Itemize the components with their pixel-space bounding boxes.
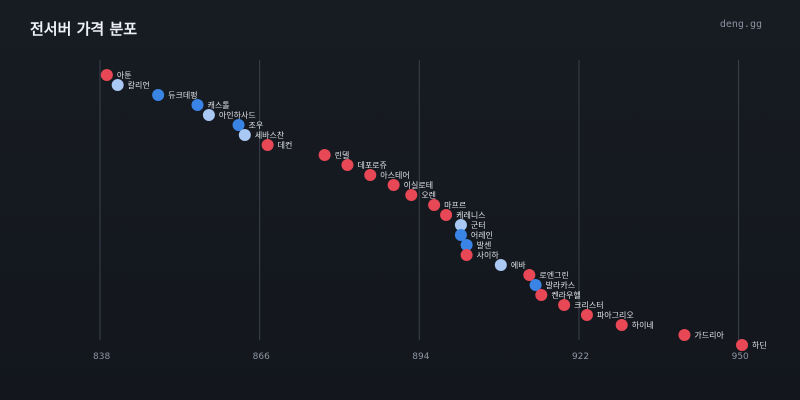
x-tick-label: 866 (253, 352, 270, 362)
data-point-marker[interactable] (405, 189, 418, 201)
data-point-marker[interactable] (535, 289, 548, 301)
data-point-marker[interactable] (387, 179, 400, 191)
data-point-label: 어레인 (471, 230, 493, 240)
data-point-marker[interactable] (428, 199, 441, 211)
data-point-marker[interactable] (454, 229, 467, 241)
data-point-marker[interactable] (460, 239, 473, 251)
data-point-label: 조우 (249, 121, 264, 130)
data-point-label: 칼리언 (128, 80, 150, 90)
data-point-marker[interactable] (111, 79, 124, 91)
x-tick-label: 950 (732, 352, 749, 362)
data-point[interactable]: 아툰 (100, 69, 132, 81)
data-point[interactable]: 린델 (318, 149, 350, 161)
data-point[interactable]: 켄라우헬 (535, 289, 581, 301)
data-point[interactable]: 캐스톨 (191, 99, 230, 111)
x-axis-ticks: 838 866 894 922 950 (93, 352, 749, 362)
data-point-marker[interactable] (232, 119, 245, 131)
data-point-marker[interactable] (529, 279, 542, 291)
data-point-marker[interactable] (454, 219, 467, 231)
data-point-label: 파아그리오 (597, 310, 634, 320)
data-point[interactable]: 가드리아 (678, 329, 725, 341)
data-point-marker[interactable] (440, 209, 453, 221)
data-point[interactable]: 발센 (460, 239, 492, 251)
data-point-label: 듀크데펑 (168, 90, 197, 100)
data-point-label: 크리스터 (574, 301, 603, 310)
data-point-label: 발센 (477, 240, 492, 250)
brand-label[interactable]: deng.gg (719, 19, 762, 30)
data-point-marker[interactable] (191, 99, 204, 111)
data-point-marker[interactable] (460, 249, 473, 261)
data-point-label: 이실로테 (404, 180, 433, 190)
data-point-marker[interactable] (558, 299, 571, 311)
data-point-marker[interactable] (678, 329, 691, 341)
data-point-marker[interactable] (100, 69, 113, 81)
data-point[interactable]: 아스테어 (364, 169, 410, 181)
data-point-label: 켄라우헬 (551, 290, 580, 300)
data-point[interactable]: 듀크데펑 (152, 89, 198, 101)
data-point[interactable]: 데포로쥬 (341, 159, 387, 171)
data-point[interactable]: 케레니스 (440, 209, 486, 221)
data-point-label: 데포로쥬 (357, 161, 386, 170)
data-point[interactable]: 세바스찬 (238, 129, 285, 141)
x-tick-label: 922 (572, 352, 589, 362)
grid-layer (99, 60, 740, 340)
data-point-label: 에바 (511, 260, 526, 270)
data-point-label: 캐스톨 (208, 101, 230, 110)
data-point[interactable]: 사이하 (460, 249, 500, 261)
data-point-marker[interactable] (615, 319, 628, 331)
data-point-marker[interactable] (152, 89, 165, 101)
data-point[interactable]: 에바 (494, 259, 526, 271)
data-point-marker[interactable] (494, 259, 507, 271)
data-point-label: 린델 (335, 150, 350, 160)
data-point[interactable]: 마프르 (428, 199, 466, 211)
data-point-label: 오렌 (421, 190, 436, 200)
data-point-label: 군터 (471, 221, 486, 230)
data-point[interactable]: 로엔그린 (523, 269, 569, 281)
data-point[interactable]: 발라카스 (529, 279, 575, 291)
data-point-marker[interactable] (261, 139, 274, 151)
data-point-marker[interactable] (318, 149, 331, 161)
data-point-label: 아스테어 (380, 170, 409, 180)
data-point-label: 하딘 (752, 340, 767, 350)
data-point-label: 세바스찬 (255, 130, 285, 140)
data-point[interactable]: 하딘 (736, 339, 767, 351)
data-point-marker[interactable] (580, 309, 593, 321)
data-points: 아툰칼리언듀크데펑캐스톨아인하사드조우세바스찬데컨린델데포로쥬아스테어이실로테오… (100, 69, 767, 351)
data-point[interactable]: 군터 (454, 219, 486, 231)
data-point-label: 사이하 (477, 250, 500, 260)
data-point[interactable]: 아인하사드 (202, 109, 256, 121)
data-point-marker[interactable] (238, 129, 251, 141)
data-point[interactable]: 이실로테 (387, 179, 433, 191)
data-point[interactable]: 칼리언 (111, 79, 150, 91)
data-point-marker[interactable] (202, 109, 215, 121)
data-point-marker[interactable] (341, 159, 354, 171)
data-point[interactable]: 크리스터 (558, 299, 604, 311)
data-point-label: 아툰 (117, 70, 132, 80)
x-tick-label: 894 (412, 352, 429, 362)
data-point-marker[interactable] (523, 269, 536, 281)
data-point-marker[interactable] (736, 339, 749, 351)
data-point[interactable]: 파아그리오 (580, 309, 634, 321)
data-point-label: 가드리아 (694, 330, 724, 340)
data-point[interactable]: 조우 (232, 119, 264, 131)
chart-title: 전서버 가격 분포 (30, 20, 138, 38)
data-point-label: 아인하사드 (219, 110, 256, 120)
data-point[interactable]: 어레인 (454, 229, 493, 241)
data-point-label: 발라카스 (546, 280, 575, 290)
x-tick-label: 838 (93, 352, 110, 362)
data-point[interactable]: 데컨 (261, 139, 293, 151)
data-point[interactable]: 하이네 (615, 319, 654, 331)
data-point-label: 케레니스 (456, 210, 485, 220)
data-point-label: 마프르 (444, 201, 466, 210)
data-point-label: 하이네 (632, 320, 654, 330)
data-point-label: 로엔그린 (539, 270, 568, 280)
data-point-label: 데컨 (278, 140, 293, 150)
data-point-marker[interactable] (364, 169, 377, 181)
data-point[interactable]: 오렌 (405, 189, 436, 201)
